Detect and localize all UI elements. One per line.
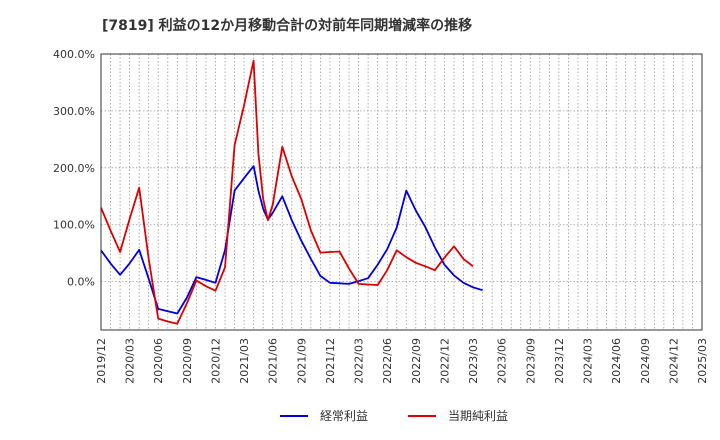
x-tick-label: 2020/06 [152, 338, 165, 384]
x-tick-label: 2022/06 [381, 338, 394, 384]
legend: 経常利益 当期純利益 [280, 409, 508, 423]
x-tick-label: 2020/09 [181, 338, 194, 384]
y-tick-label: 300.0% [53, 105, 95, 118]
x-tick-label: 2022/09 [410, 338, 423, 384]
x-tick-label: 2025/03 [696, 338, 709, 384]
x-tick-label: 2022/12 [438, 338, 451, 384]
y-tick-label: 200.0% [53, 162, 95, 175]
legend-label: 経常利益 [320, 409, 368, 423]
x-tick-label: 2020/12 [209, 338, 222, 384]
x-axis-ticks: 2019/12 2020/03 2020/06 2020/09 2020/12 2021/… [95, 338, 709, 384]
series-lines [100, 59, 483, 325]
x-tick-label: 2023/09 [524, 338, 537, 384]
x-tick-label: 2023/03 [467, 338, 480, 384]
x-tick-label: 2021/03 [238, 338, 251, 384]
y-tick-label: 0.0% [67, 276, 95, 289]
x-tick-label: 2023/12 [553, 338, 566, 384]
chart-title: [7819] 利益の12か月移動合計の対前年同期増減率の推移 [102, 17, 472, 34]
x-tick-label: 2023/06 [496, 338, 509, 384]
x-tick-label: 2019/12 [95, 338, 108, 384]
series-line [100, 165, 483, 315]
x-tick-label: 2024/03 [582, 338, 595, 384]
x-tick-label: 2021/12 [324, 338, 337, 384]
series-line [100, 59, 474, 325]
plot-frame [100, 53, 703, 331]
x-tick-label: 2024/09 [639, 338, 652, 384]
x-tick-label: 2024/12 [667, 338, 680, 384]
y-tick-label: 100.0% [53, 219, 95, 232]
x-tick-label: 2021/06 [267, 338, 280, 384]
x-tick-label: 2021/09 [295, 338, 308, 384]
y-axis-ticks: 0.0% 100.0% 200.0% 300.0% 400.0% [53, 48, 95, 289]
legend-label: 当期純利益 [448, 409, 508, 423]
y-tick-label: 400.0% [53, 48, 95, 61]
x-tick-label: 2020/03 [124, 338, 137, 384]
x-tick-label: 2024/06 [610, 338, 623, 384]
x-tick-label: 2022/03 [353, 338, 366, 384]
